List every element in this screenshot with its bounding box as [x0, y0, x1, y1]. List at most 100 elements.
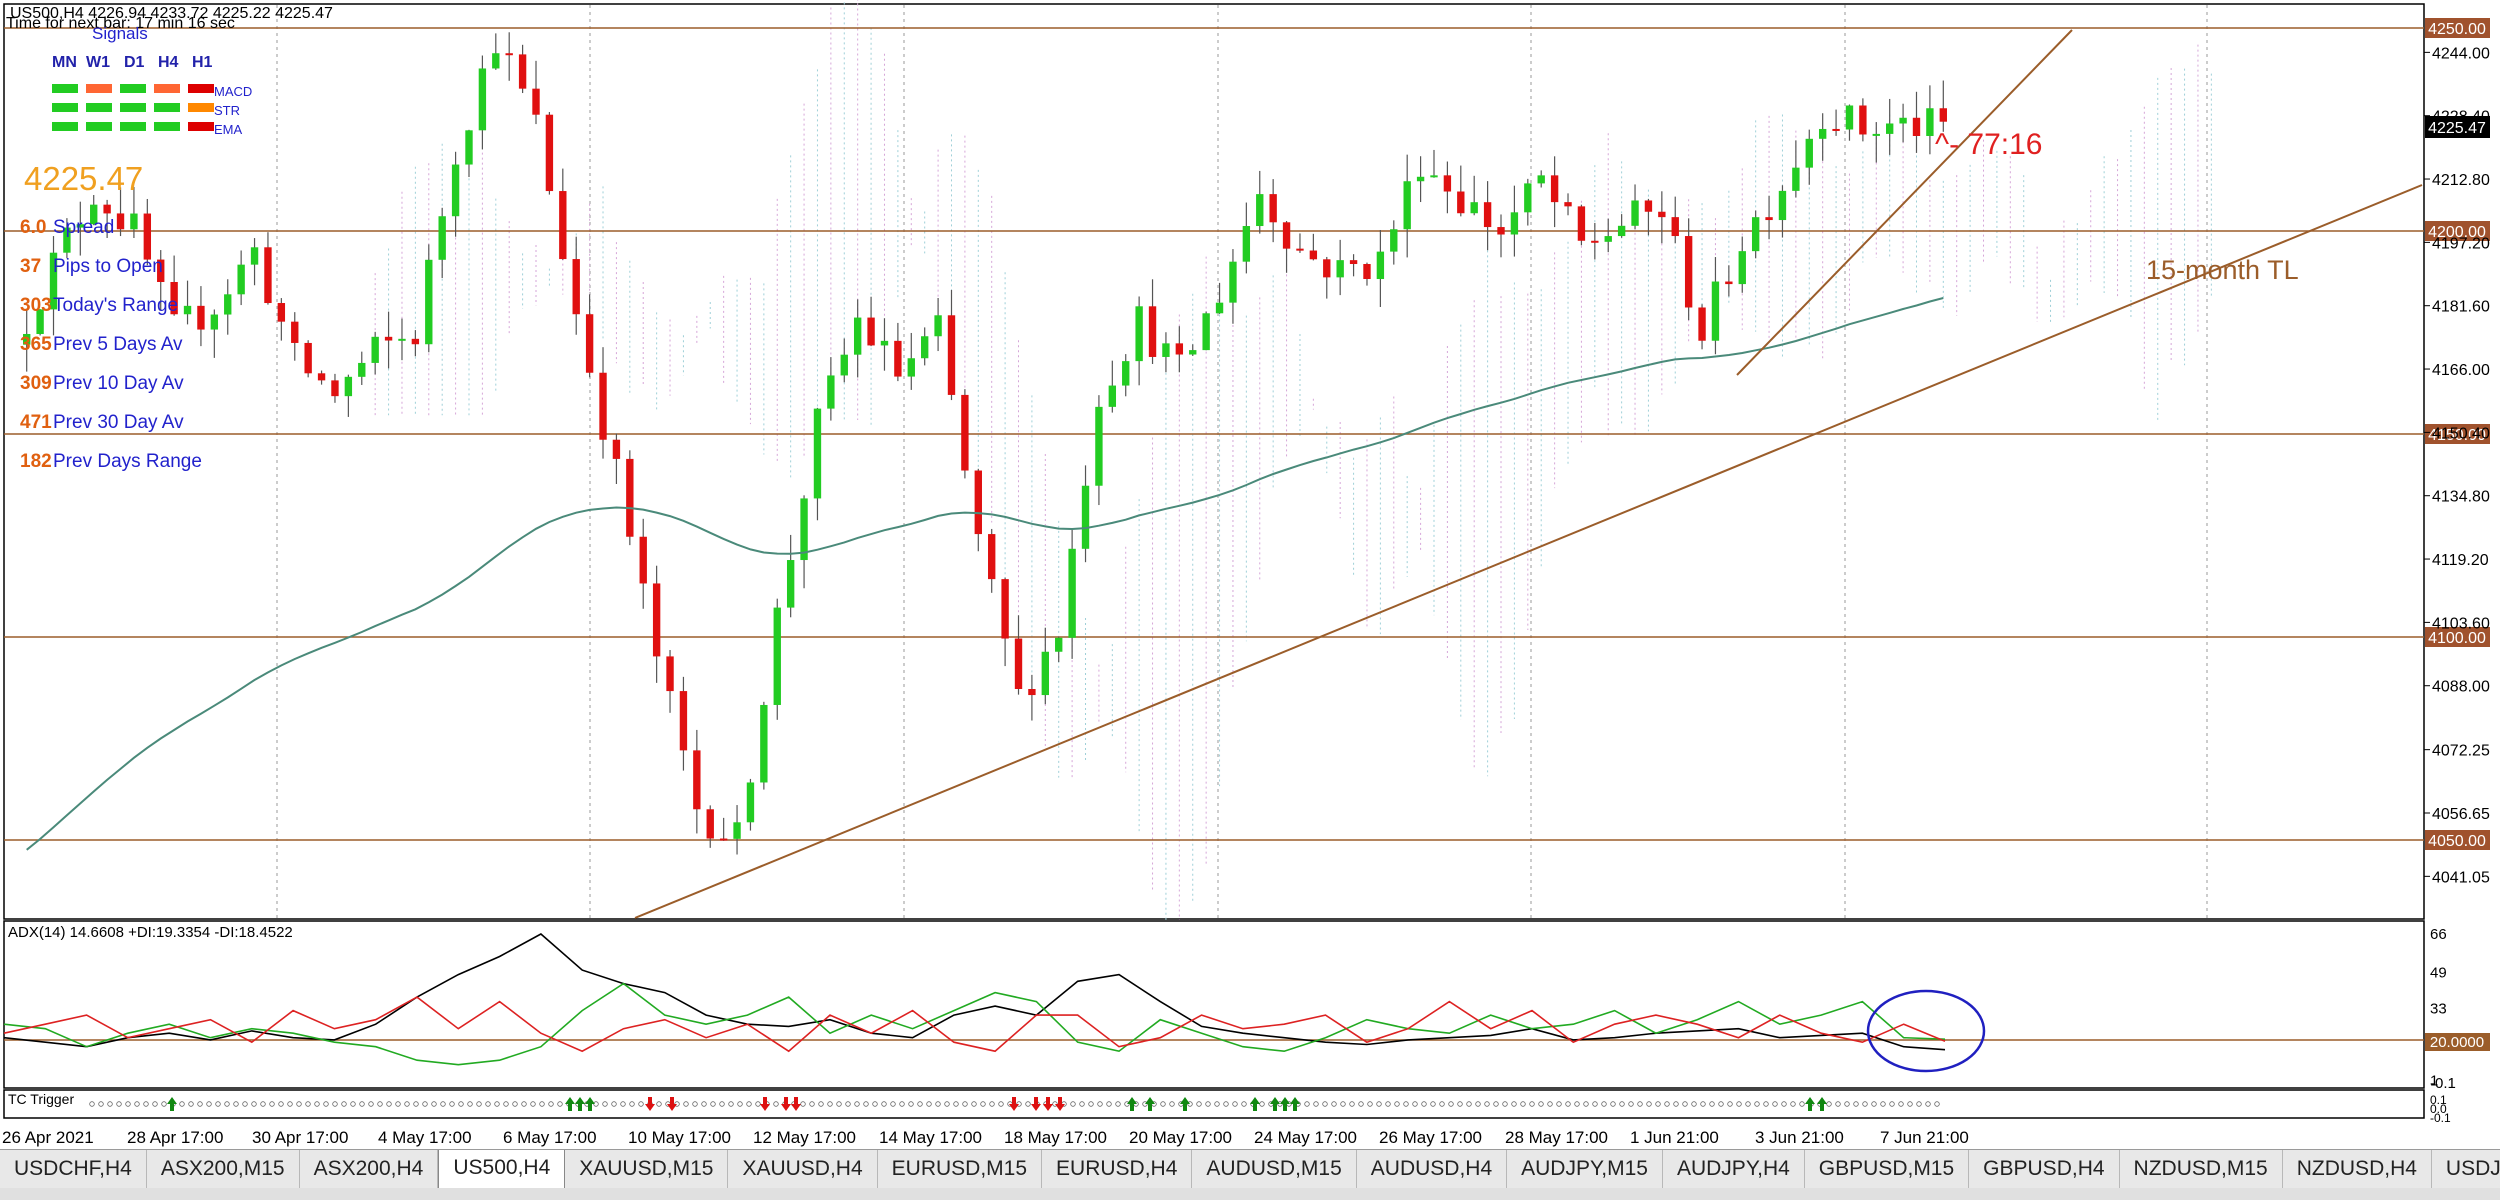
tab-usdchf-h4[interactable]: USDCHF,H4	[0, 1150, 147, 1188]
tab-nzdusd-m15[interactable]: NZDUSD,M15	[2120, 1150, 2283, 1188]
tc-dot	[1223, 1101, 1229, 1107]
tc-dot	[1916, 1101, 1922, 1107]
candle-body	[1671, 217, 1679, 237]
candle-body	[1081, 485, 1090, 549]
main-chart-area[interactable]	[3, 3, 2425, 920]
tab-audjpy-h4[interactable]: AUDJPY,H4	[1663, 1150, 1805, 1188]
candle-body	[599, 372, 607, 440]
tc-dot	[1160, 1101, 1166, 1107]
tc-dot	[143, 1101, 149, 1107]
tc-dot	[1637, 1101, 1643, 1107]
tc-dot	[962, 1101, 968, 1107]
tab-gbpusd-m15[interactable]: GBPUSD,M15	[1805, 1150, 1970, 1188]
adx-tick-label: 1	[2430, 1073, 2438, 1090]
tc-dot	[1421, 1101, 1427, 1107]
tab-xauusd-h4[interactable]: XAUUSD,H4	[728, 1150, 878, 1188]
candle-body	[1684, 236, 1693, 308]
tab-eurusd-m15[interactable]: EURUSD,M15	[878, 1150, 1043, 1188]
candle-body	[1403, 181, 1411, 230]
adx-axis: 664933171-0.1	[2430, 926, 2456, 1092]
tc-dot	[206, 1101, 212, 1107]
tc-dot	[854, 1101, 860, 1107]
candle-body	[1001, 579, 1009, 639]
tc-trigger-panel[interactable]	[3, 1089, 2425, 1119]
tc-dot	[1592, 1101, 1598, 1107]
signals-tf-w1: W1	[86, 54, 110, 71]
tab-asx200-h4[interactable]: ASX200,H4	[300, 1150, 439, 1188]
tc-up-arrow	[1280, 1097, 1290, 1111]
price-tick-label: 4244.00	[2432, 45, 2490, 62]
tc-dot	[1691, 1101, 1697, 1107]
candle-body	[210, 314, 219, 330]
tab-audjpy-m15[interactable]: AUDJPY,M15	[1507, 1150, 1663, 1188]
candle-body	[1698, 307, 1706, 341]
signal-cell	[120, 122, 146, 131]
time-axis-label: 14 May 17:00	[879, 1128, 982, 1147]
info-stat-label: Prev 10 Day Av	[53, 373, 184, 394]
tc-down-arrow	[1031, 1097, 1041, 1111]
adx-panel[interactable]	[3, 920, 2425, 1089]
tab-nzdusd-h4[interactable]: NZDUSD,H4	[2283, 1150, 2432, 1188]
adx-tick-label: -0.1	[2430, 1075, 2456, 1092]
candle-body	[1872, 133, 1880, 136]
tc-dot	[215, 1101, 221, 1107]
tc-down-arrow	[667, 1097, 677, 1111]
tab-us500-h4[interactable]: US500,H4	[438, 1150, 566, 1189]
signals-tf-mn: MN	[52, 54, 77, 71]
tab-gbpusd-h4[interactable]: GBPUSD,H4	[1969, 1150, 2120, 1188]
candle-body	[63, 227, 71, 253]
candle-body	[545, 114, 554, 192]
tab-audusd-h4[interactable]: AUDUSD,H4	[1357, 1150, 1508, 1188]
info-price: 4225.47	[24, 160, 143, 197]
moving-average-line	[26, 297, 1944, 851]
signals-tf-h1: H1	[192, 54, 213, 71]
time-axis-label: 24 May 17:00	[1254, 1128, 1357, 1147]
tc-dot	[476, 1101, 482, 1107]
signal-cell	[52, 84, 78, 93]
tc-dot	[1736, 1101, 1742, 1107]
candle-body	[358, 362, 366, 377]
tc-dot	[683, 1101, 689, 1107]
candle-body	[250, 247, 259, 265]
trend-line-short[interactable]	[1736, 29, 2073, 376]
tc-dot	[1331, 1101, 1337, 1107]
tc-dot	[395, 1101, 401, 1107]
tc-dot	[1385, 1101, 1391, 1107]
tab-eurusd-h4[interactable]: EURUSD,H4	[1042, 1150, 1193, 1188]
candle-body	[451, 164, 460, 217]
tc-dot	[422, 1101, 428, 1107]
tab-usdjpy-m15[interactable]: USDJPY,M15	[2432, 1150, 2500, 1188]
signal-cells	[52, 84, 214, 131]
candle-body	[974, 470, 982, 535]
candle-body	[1577, 206, 1586, 241]
candle-body	[170, 281, 178, 315]
candle-body	[652, 583, 661, 657]
tc-down-arrow	[781, 1097, 791, 1111]
tc-dot	[710, 1101, 716, 1107]
candle-body	[183, 305, 192, 315]
tc-dot	[980, 1101, 986, 1107]
tab-xauusd-m15[interactable]: XAUUSD,M15	[565, 1150, 729, 1188]
tab-asx200-m15[interactable]: ASX200,M15	[147, 1150, 300, 1188]
tc-dot	[1349, 1101, 1355, 1107]
signal-cell	[154, 84, 180, 93]
tc-down-arrow	[760, 1097, 770, 1111]
candle-body	[572, 259, 580, 315]
tc-dot	[485, 1101, 491, 1107]
tab-audusd-m15[interactable]: AUDUSD,M15	[1192, 1150, 1357, 1188]
price-tick-label: 4134.80	[2432, 489, 2490, 506]
tc-dot	[1403, 1101, 1409, 1107]
tc-axis-bottom: -0.1	[2430, 1111, 2451, 1125]
tc-dot	[1025, 1101, 1031, 1107]
chart-tabs: USDCHF,H4 ASX200,M15 ASX200,H4 US500,H4 …	[0, 1149, 2500, 1189]
candle-body	[1564, 202, 1572, 207]
tc-dot	[1475, 1101, 1481, 1107]
chart-window[interactable]: 15-month TL ^- 77:16 US500,H4 4226.94 42…	[0, 0, 2500, 1148]
trend-line-15-month[interactable]	[634, 184, 2423, 919]
time-axis-label: 28 May 17:00	[1505, 1128, 1608, 1147]
signal-cell	[86, 122, 112, 131]
time-axis-label: 18 May 17:00	[1004, 1128, 1107, 1147]
tc-up-arrow	[167, 1097, 177, 1111]
price-tick-label: 4056.65	[2432, 806, 2490, 823]
candle-body	[559, 191, 567, 260]
